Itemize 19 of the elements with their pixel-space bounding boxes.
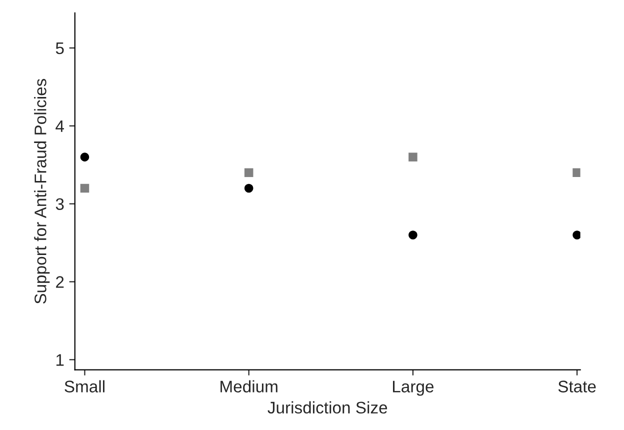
- x-tick-label: Small: [64, 380, 104, 392]
- point: [408, 230, 418, 240]
- point: [244, 184, 254, 193]
- x-tick-label: Medium: [220, 380, 278, 392]
- point: [80, 184, 90, 193]
- x-tick-label: State: [558, 380, 596, 392]
- y-tick-label: 2: [56, 276, 64, 288]
- y-tick-label: 1: [56, 354, 64, 366]
- x-tick-label: Large: [392, 380, 434, 396]
- point: [572, 168, 580, 178]
- point: [408, 152, 418, 162]
- y-tick-label: 4: [56, 120, 64, 132]
- point: [80, 152, 90, 162]
- y-axis-title: Support for Anti-Fraud Policies: [34, 78, 50, 304]
- x-axis-title: Jurisdiction Size: [268, 401, 388, 414]
- point: [572, 230, 580, 240]
- point: [244, 168, 254, 178]
- y-tick-label: 3: [56, 198, 64, 210]
- y-tick-label: 5: [56, 42, 64, 54]
